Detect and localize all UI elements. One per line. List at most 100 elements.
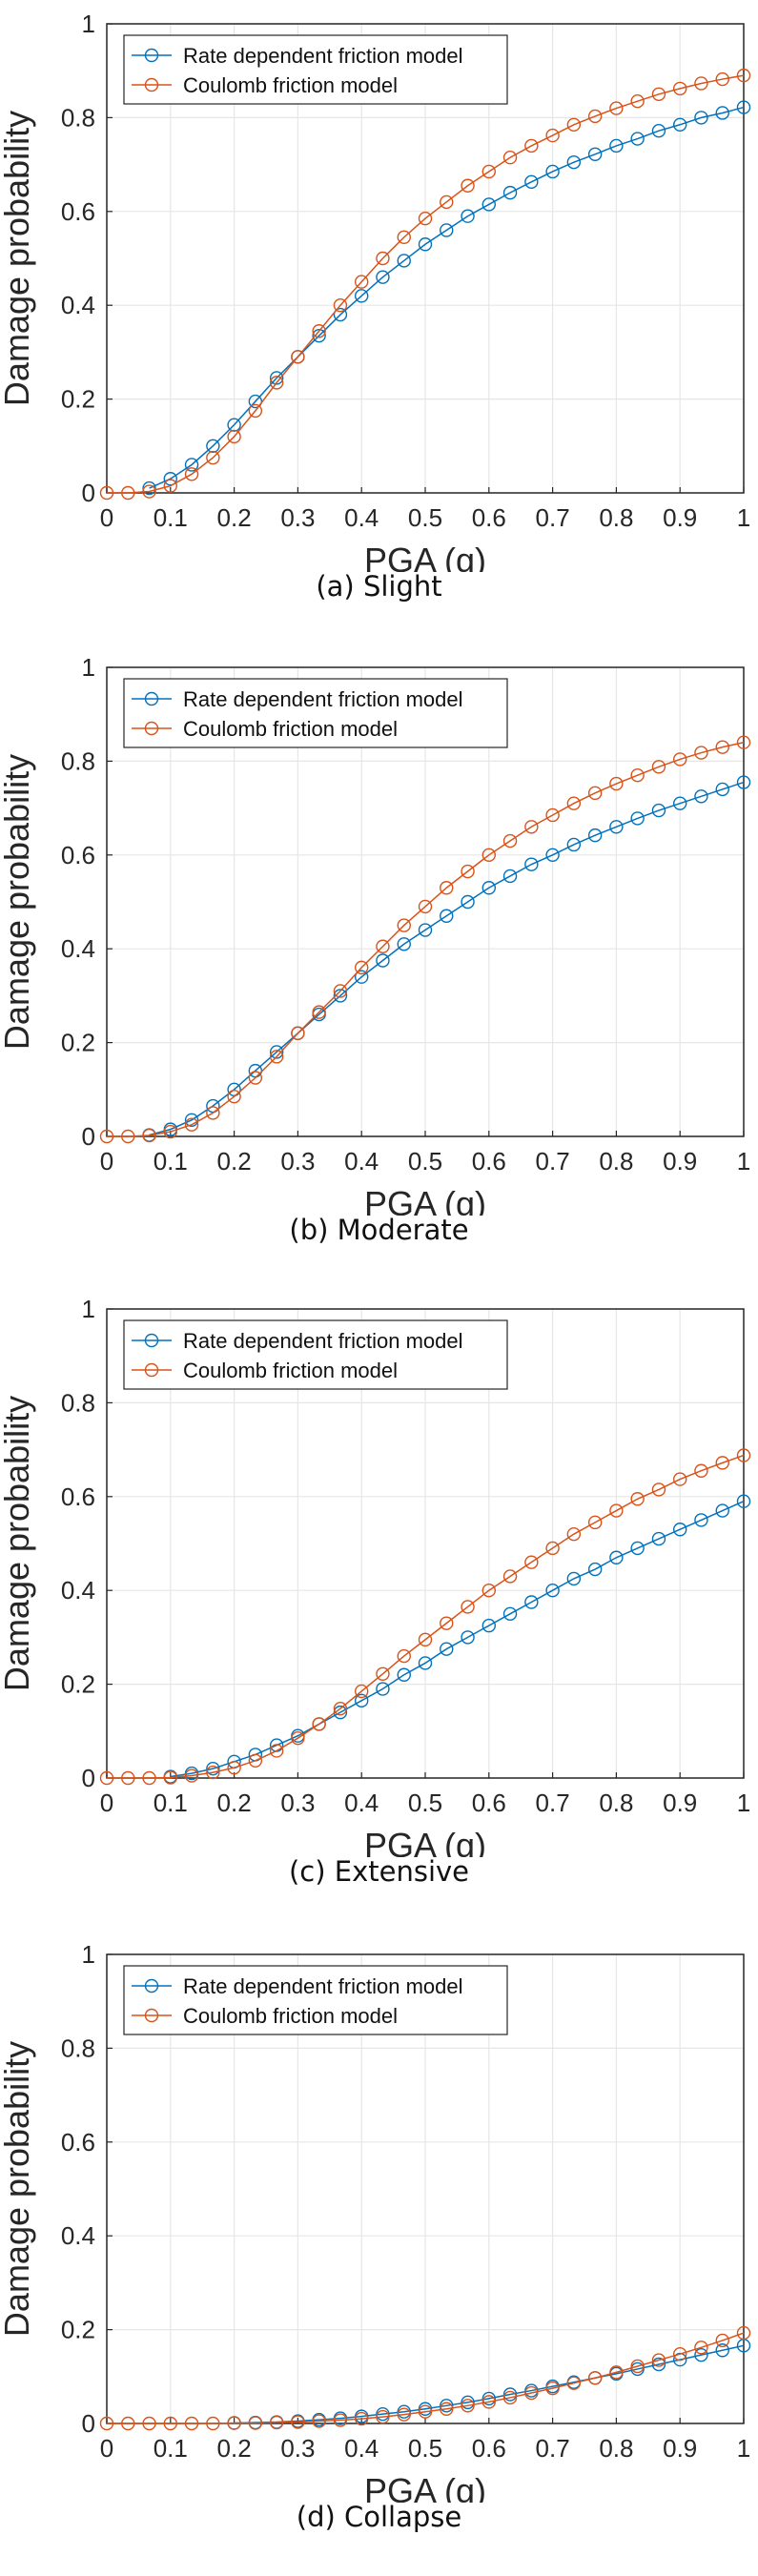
data-point — [694, 1463, 708, 1478]
data-point — [609, 1503, 624, 1518]
data-point — [502, 2387, 518, 2402]
data-point — [481, 197, 496, 212]
data-point — [502, 869, 518, 884]
legend-label: Rate dependent friction model — [183, 1329, 463, 1353]
panel-caption: (a) Slight — [316, 570, 442, 603]
data-point — [715, 2333, 729, 2348]
data-point — [566, 1526, 582, 1542]
data-point — [566, 1571, 582, 1586]
data-point — [566, 2376, 582, 2390]
x-tick-label: 0.8 — [599, 2434, 633, 2463]
data-point — [609, 776, 624, 791]
legend: Rate dependent friction model Coulomb fri… — [123, 34, 508, 105]
panel-caption: (c) Extensive — [288, 1855, 470, 1888]
data-point — [651, 2353, 666, 2367]
y-tick-label: 0.4 — [61, 291, 95, 319]
data-point — [566, 796, 582, 810]
data-point — [206, 1765, 220, 1780]
x-tick-label: 0.6 — [472, 503, 506, 532]
data-point — [461, 178, 475, 193]
x-tick-label: 0 — [100, 1789, 113, 1817]
data-point — [142, 484, 156, 499]
data-point — [524, 1555, 539, 1569]
x-tick-label: 0 — [100, 503, 113, 532]
series-line — [107, 74, 745, 494]
data-point — [333, 298, 348, 313]
data-point — [206, 1761, 220, 1776]
data-point — [630, 132, 645, 146]
data-point — [694, 76, 708, 91]
series-line — [170, 1501, 745, 1778]
legend-swatch-marker — [144, 1333, 159, 1348]
panel-caption: (d) Collapse — [296, 2501, 462, 2533]
legend-swatch-marker — [144, 1362, 159, 1378]
data-point — [651, 760, 666, 774]
data-point — [291, 350, 305, 364]
data-point — [736, 2325, 751, 2341]
data-point — [545, 848, 560, 863]
data-point — [291, 1026, 305, 1040]
y-tick-label: 0.6 — [61, 2128, 95, 2157]
x-tick-label: 0.4 — [344, 1147, 379, 1176]
data-point — [630, 811, 645, 826]
data-point — [312, 328, 326, 343]
data-point — [609, 1550, 624, 1564]
data-point — [440, 223, 454, 237]
data-point — [269, 2415, 284, 2430]
data-point — [673, 117, 687, 132]
data-point — [142, 480, 156, 496]
legend-label: Coulomb friction model — [183, 2004, 398, 2028]
y-axis-label: Damage probability — [0, 1396, 36, 1691]
data-point — [376, 251, 390, 266]
data-point — [397, 254, 411, 268]
data-point — [206, 450, 220, 465]
data-point — [333, 307, 348, 322]
x-tick-label: 0.9 — [663, 2434, 697, 2463]
legend-label: Coulomb friction model — [183, 717, 398, 741]
x-tick-label: 0.5 — [408, 503, 442, 532]
legend-label: Rate dependent friction model — [183, 1974, 463, 1998]
data-point — [312, 1717, 326, 1731]
data-point — [99, 1129, 114, 1144]
data-point — [269, 371, 284, 385]
x-tick-label: 0.9 — [663, 1147, 697, 1176]
data-point — [440, 1642, 454, 1656]
data-point — [694, 789, 708, 804]
data-point — [99, 1770, 114, 1786]
data-point — [715, 1503, 729, 1518]
data-point — [142, 1770, 156, 1786]
legend-box — [123, 1965, 508, 2035]
data-point — [121, 485, 135, 501]
data-point — [587, 1562, 603, 1577]
data-point — [99, 2416, 114, 2431]
series-1 — [99, 735, 751, 1144]
data-point — [524, 857, 539, 871]
data-point — [312, 2414, 326, 2428]
x-tick-label: 0.9 — [663, 1789, 697, 1817]
data-point — [355, 1684, 369, 1699]
data-point — [609, 2365, 624, 2380]
legend-swatch-marker — [144, 48, 159, 63]
data-point — [481, 881, 496, 895]
y-tick-label: 0 — [82, 1122, 95, 1151]
data-point — [736, 68, 751, 83]
data-point — [376, 2409, 390, 2424]
data-point — [269, 376, 284, 390]
x-tick-label: 0.5 — [408, 2434, 442, 2463]
x-tick-label: 0.7 — [536, 503, 570, 532]
data-point — [312, 1005, 326, 1019]
x-tick-label: 0 — [100, 2434, 113, 2463]
data-point — [227, 429, 241, 444]
y-tick-label: 0.4 — [61, 2221, 95, 2250]
y-axis-label: Damage probability — [0, 2041, 36, 2337]
data-point — [248, 1753, 263, 1768]
data-point — [587, 1515, 603, 1530]
data-point — [736, 775, 751, 789]
data-point — [481, 1584, 496, 1598]
data-point — [736, 1494, 751, 1508]
series-line — [107, 741, 745, 1137]
legend-swatch-marker — [144, 2008, 159, 2023]
chart-panel-3: 0 0.1 0.2 0.3 0.4 0.5 0.6 0.7 0.8 0.9 1 0 0.2 0.4 0.6 0… — [0, 1940, 751, 2503]
x-tick-label: 0.5 — [408, 1789, 442, 1817]
data-point — [248, 1071, 263, 1085]
